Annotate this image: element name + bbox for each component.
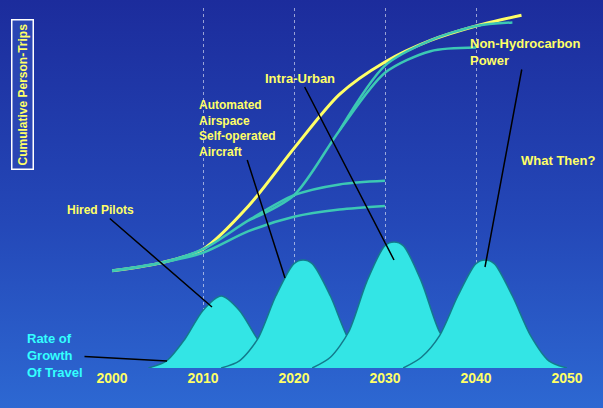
svg-text:Hired Pilots: Hired Pilots xyxy=(67,203,134,217)
svg-text:Non-HydrocarbonPower: Non-HydrocarbonPower xyxy=(470,36,581,68)
svg-text:2010: 2010 xyxy=(187,370,218,386)
svg-text:2050: 2050 xyxy=(551,370,582,386)
svg-text:Cumulative Person-Trips: Cumulative Person-Trips xyxy=(16,24,30,166)
svg-text:What Then?: What Then? xyxy=(521,153,595,168)
svg-text:2000: 2000 xyxy=(96,370,127,386)
svg-text:Rate ofGrowthOf Travel: Rate ofGrowthOf Travel xyxy=(27,331,83,380)
svg-text:2030: 2030 xyxy=(369,370,400,386)
svg-text:2040: 2040 xyxy=(460,370,491,386)
svg-text:2020: 2020 xyxy=(278,370,309,386)
svg-text:AutomatedAirspaceSelf-operated: AutomatedAirspaceSelf-operatedAircraft xyxy=(199,98,276,159)
svg-text:Intra-Urban: Intra-Urban xyxy=(265,71,335,86)
